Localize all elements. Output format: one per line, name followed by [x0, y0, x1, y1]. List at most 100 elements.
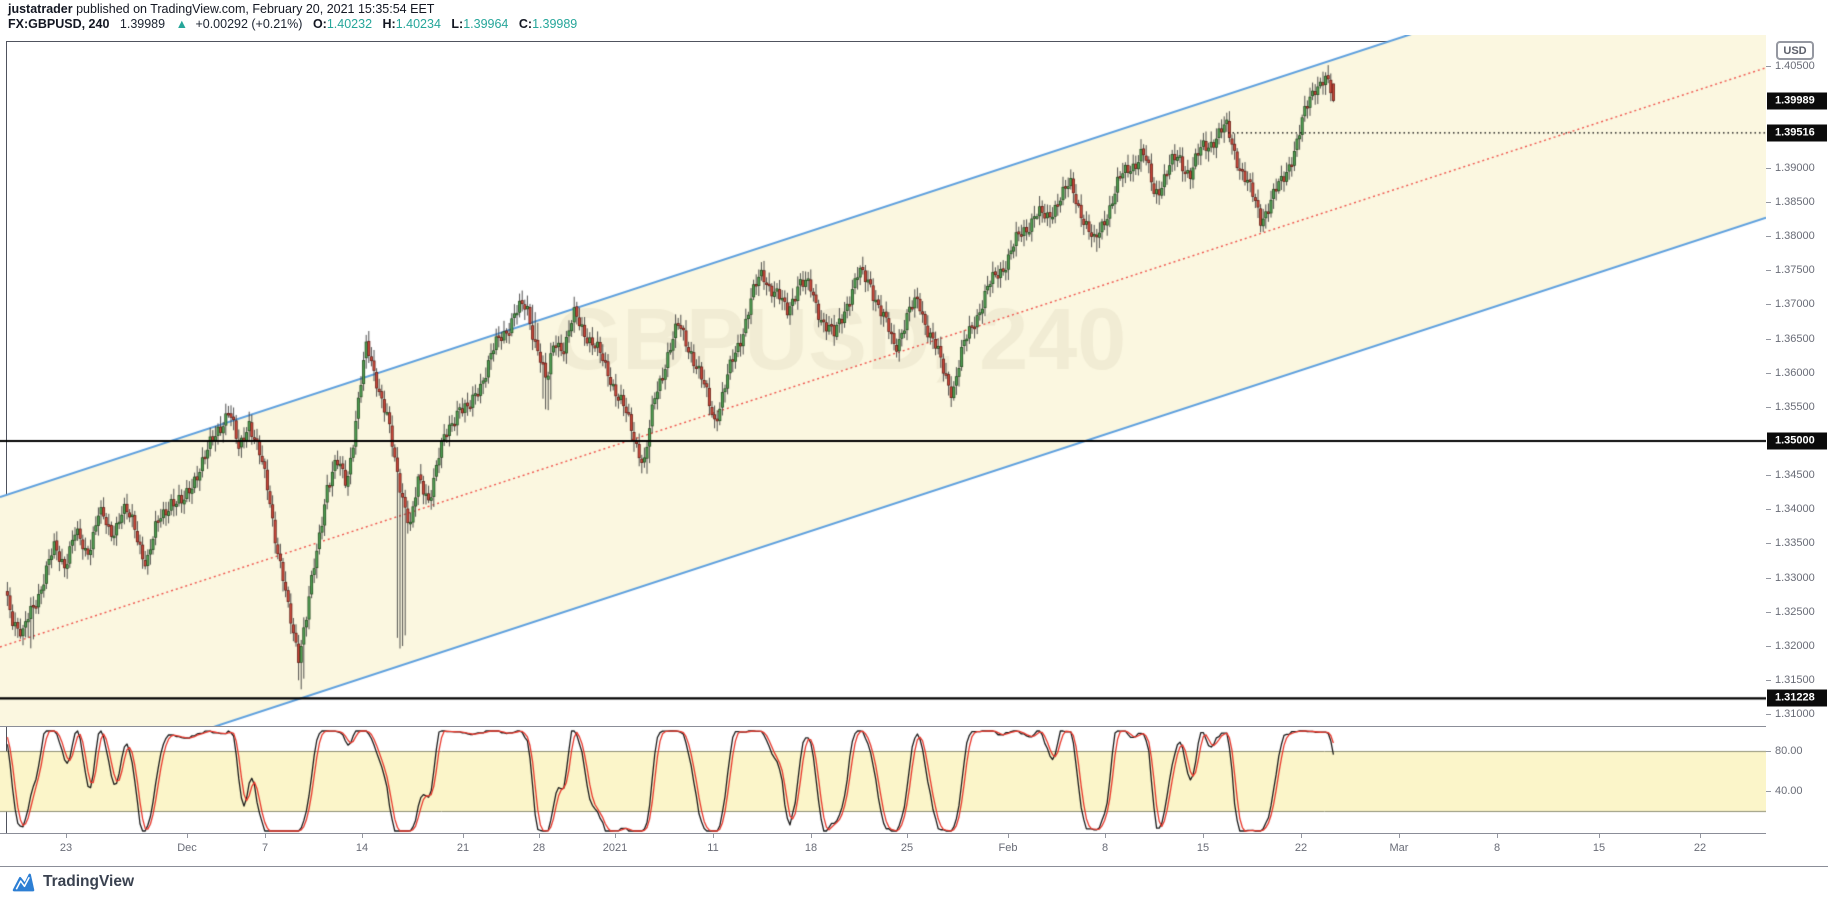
price-change: +0.00292 (+0.21%) — [195, 17, 303, 31]
price-tick — [1766, 407, 1771, 408]
price-tick-label: 1.31000 — [1775, 708, 1815, 720]
time-tick-label: 28 — [532, 842, 546, 854]
low-value: 1.39964 — [463, 17, 509, 31]
price-tick-label: 1.33000 — [1775, 572, 1815, 584]
low-label: L: — [451, 17, 464, 31]
price-pane-canvas[interactable] — [0, 35, 1766, 726]
symbol-label: FX:GBPUSD, 240 — [8, 17, 110, 31]
price-tick-label: 1.40500 — [1775, 60, 1815, 72]
time-tick — [615, 834, 616, 838]
price-tick-label: 1.31500 — [1775, 674, 1815, 686]
indicator-tick-label: 40.00 — [1775, 785, 1803, 797]
price-tick — [1766, 612, 1771, 613]
high-value: 1.40234 — [395, 17, 441, 31]
symbol-info-row: FX:GBPUSD, 240 1.39989 ▲ +0.00292 (+0.21… — [8, 17, 577, 32]
price-tick-label: 1.37500 — [1775, 264, 1815, 276]
open-value: 1.40232 — [326, 17, 373, 31]
price-tick — [1766, 714, 1771, 715]
price-tick — [1766, 646, 1771, 647]
up-arrow-icon: ▲ — [175, 17, 188, 31]
time-tick-label: 22 — [1693, 842, 1707, 854]
indicator-tick — [1766, 791, 1771, 792]
price-tick-label: 1.39000 — [1775, 162, 1815, 174]
price-tick — [1766, 236, 1771, 237]
time-tick — [265, 834, 266, 838]
price-tick — [1766, 373, 1771, 374]
price-tick-label: 1.37000 — [1775, 298, 1815, 310]
price-tick — [1766, 270, 1771, 271]
price-tick — [1766, 475, 1771, 476]
currency-toggle-badge[interactable]: USD — [1776, 41, 1814, 60]
time-tick-label: Dec — [177, 842, 197, 854]
price-tick-label: 1.33500 — [1775, 537, 1815, 549]
price-level-badge: 1.31228 — [1767, 689, 1827, 707]
time-tick-label: 2021 — [602, 842, 628, 854]
time-tick-label: 7 — [261, 842, 269, 854]
time-tick — [1497, 834, 1498, 838]
price-tick-label: 1.36000 — [1775, 367, 1815, 379]
indicator-tick-label: 80.00 — [1775, 745, 1803, 757]
price-tick-label: 1.36500 — [1775, 333, 1815, 345]
chart-header: justatrader published on TradingView.com… — [8, 2, 577, 32]
time-tick — [907, 834, 908, 838]
time-tick-label: 21 — [456, 842, 470, 854]
last-price: 1.39989 — [119, 17, 166, 31]
price-tick — [1766, 304, 1771, 305]
pane-divider[interactable] — [0, 726, 1766, 727]
time-tick — [1301, 834, 1302, 838]
time-tick — [1203, 834, 1204, 838]
price-tick — [1766, 578, 1771, 579]
close-label: C: — [518, 17, 533, 31]
time-tick-label: 25 — [900, 842, 914, 854]
price-level-badge: 1.39516 — [1767, 124, 1827, 142]
time-tick — [713, 834, 714, 838]
price-tick-label: 1.32500 — [1775, 606, 1815, 618]
time-tick — [463, 834, 464, 838]
publish-text: published on TradingView.com, February 2… — [72, 2, 435, 16]
tradingview-logo-icon[interactable] — [12, 871, 35, 894]
brand-name[interactable]: TradingView — [43, 873, 135, 890]
username: justatrader — [8, 2, 73, 16]
time-tick — [1105, 834, 1106, 838]
time-tick-label: 15 — [1196, 842, 1210, 854]
price-tick — [1766, 509, 1771, 510]
price-tick — [1766, 543, 1771, 544]
price-tick — [1766, 168, 1771, 169]
price-level-badge: 1.35000 — [1767, 432, 1827, 450]
time-tick — [1399, 834, 1400, 838]
time-tick — [1008, 834, 1009, 838]
stochastic-pane-canvas[interactable] — [0, 727, 1766, 833]
time-tick-label: 14 — [355, 842, 369, 854]
time-tick — [539, 834, 540, 838]
price-tick — [1766, 202, 1771, 203]
time-tick-label: Mar — [1389, 842, 1409, 854]
price-scale[interactable]: 1.40500 1.39000 1.38500 1.38000 1.37500 1.370… — [1766, 35, 1828, 866]
time-tick-label: 22 — [1294, 842, 1308, 854]
time-tick-label: 8 — [1493, 842, 1501, 854]
price-tick — [1766, 66, 1771, 67]
high-label: H: — [382, 17, 396, 31]
time-scale[interactable]: 23 Dec 7 14 21 28 2021 11 18 25 Feb 8 15 22 Mar 8 15 22 — [0, 834, 1766, 866]
chart-bottom-border — [0, 866, 1828, 867]
axis-corner — [1766, 834, 1828, 866]
price-level-badge: 1.39989 — [1767, 92, 1827, 110]
price-tick-label: 1.38500 — [1775, 196, 1815, 208]
indicator-tick — [1766, 751, 1771, 752]
time-axis-top-border — [0, 833, 1828, 834]
time-tick — [66, 834, 67, 838]
time-tick-label: 23 — [59, 842, 73, 854]
price-tick-label: 1.35500 — [1775, 401, 1815, 413]
time-tick — [811, 834, 812, 838]
close-value: 1.39989 — [532, 17, 578, 31]
price-tick — [1766, 339, 1771, 340]
time-tick — [1700, 834, 1701, 838]
footer: TradingView — [12, 869, 134, 895]
price-tick — [1766, 680, 1771, 681]
time-tick-label: Feb — [998, 842, 1018, 854]
time-tick — [362, 834, 363, 838]
open-label: O: — [312, 17, 327, 31]
time-tick-label: 18 — [804, 842, 818, 854]
price-tick-label: 1.34000 — [1775, 503, 1815, 515]
price-tick-label: 1.38000 — [1775, 230, 1815, 242]
time-tick — [187, 834, 188, 838]
